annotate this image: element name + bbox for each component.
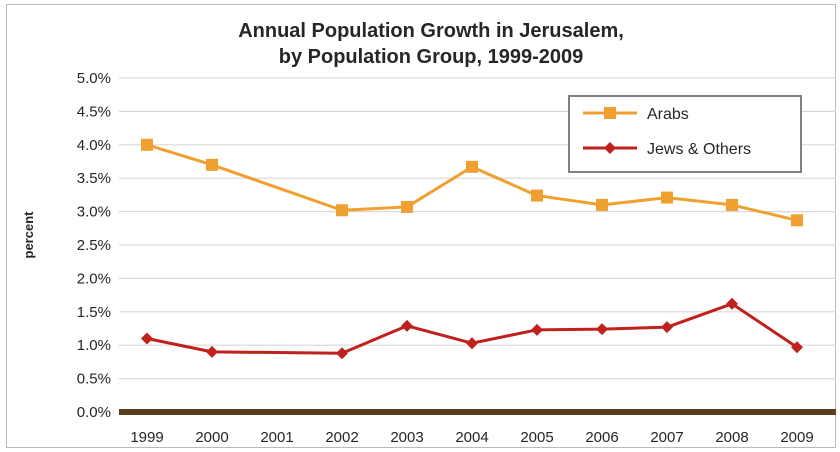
data-point-arabs (401, 200, 413, 213)
legend-arabs-label: Arabs (647, 106, 689, 123)
x-tick-label: 2006 (585, 429, 618, 446)
x-tick-label: 2004 (455, 429, 488, 446)
y-axis-label: percent (21, 211, 36, 259)
y-tick-label: 4.0% (77, 137, 111, 154)
y-tick-label: 2.0% (77, 270, 111, 287)
data-point-jews-others (596, 323, 608, 336)
x-tick-label: 2009 (780, 429, 813, 446)
data-point-jews-others (791, 341, 803, 354)
data-point-arabs (206, 158, 218, 171)
data-point-jews-others (141, 332, 153, 345)
series-line-arabs (146, 143, 798, 222)
line-chart: Annual Population Growth in Jerusalem, b… (21, 20, 836, 446)
y-tick-label: 1.0% (77, 337, 111, 354)
data-point-jews-others (466, 337, 478, 350)
data-point-arabs (726, 198, 738, 211)
data-point-jews-others (336, 347, 348, 360)
x-axis-bar (119, 409, 836, 415)
y-tick-label: 2.5% (77, 237, 111, 254)
x-tick-label: 2008 (715, 429, 748, 446)
data-point-jews-others (206, 345, 218, 358)
chart-title-line-1: Annual Population Growth in Jerusalem, (238, 20, 624, 42)
data-point-arabs (596, 198, 608, 211)
data-point-arabs (531, 189, 543, 202)
x-tick-label: 2003 (390, 429, 423, 446)
data-point-arabs (336, 204, 348, 217)
y-tick-label: 3.0% (77, 204, 111, 221)
x-tick-labels: 1999 2000 2001 2002 2003 2004 2005 2006 2007 2008… (130, 429, 813, 446)
data-point-jews-others (401, 319, 413, 332)
legend: Arabs Jews & Others (568, 95, 802, 173)
legend-arabs-marker (604, 107, 616, 119)
x-tick-label: 2005 (520, 429, 553, 446)
legend-jews-others-marker (604, 142, 616, 154)
y-tick-label: 3.5% (77, 170, 111, 187)
y-tick-label: 5.0% (77, 70, 111, 87)
chart-frame: Annual Population Growth in Jerusalem, b… (6, 4, 836, 448)
x-tick-label: 2002 (325, 429, 358, 446)
legend-jews-others-label: Jews & Others (647, 141, 751, 158)
y-tick-label: 4.5% (77, 103, 111, 120)
y-tick-label: 0.5% (77, 371, 111, 388)
data-point-jews-others (661, 321, 673, 334)
x-tick-label: 1999 (130, 429, 163, 446)
data-point-arabs (141, 138, 153, 151)
data-point-jews-others (726, 297, 738, 310)
y-tick-label: 0.0% (77, 404, 111, 421)
chart-title-line-2: by Population Group, 1999-2009 (279, 46, 584, 68)
gridlines (119, 77, 836, 380)
x-tick-label: 2000 (195, 429, 228, 446)
y-tick-label: 1.5% (77, 304, 111, 321)
data-point-arabs (791, 214, 803, 227)
data-point-jews-others (531, 323, 543, 336)
x-tick-label: 2001 (260, 429, 293, 446)
series-group (141, 138, 803, 360)
y-tick-labels: 0.0% 0.5% 1.0% 1.5% 2.0% 2.5% 3.0% 3.5% 4.0% 4.5%… (77, 70, 111, 421)
x-tick-label: 2007 (650, 429, 683, 446)
data-point-arabs (466, 160, 478, 173)
series-line-jews-others (146, 302, 798, 355)
data-point-arabs (661, 191, 673, 204)
